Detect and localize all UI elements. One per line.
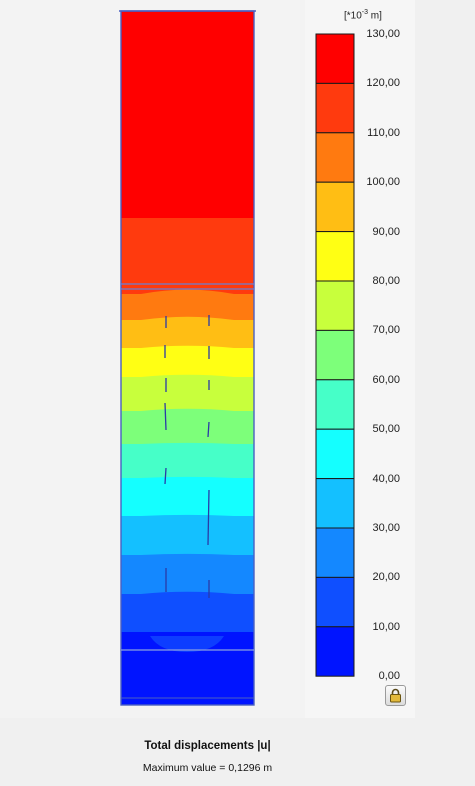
left-embedded-element: [164, 316, 167, 592]
legend-cell: [315, 33, 355, 84]
contour-band: [121, 555, 254, 594]
legend-cell: [315, 428, 355, 480]
contour-bump: [141, 345, 234, 348]
contour-bump: [141, 316, 234, 320]
legend-cell: [315, 181, 355, 233]
color-legend-bar: [315, 33, 355, 677]
result-footer: [0, 718, 475, 786]
legend-tick-label: 30,00: [372, 522, 400, 534]
contour-bump: [141, 514, 234, 516]
result-title: Total displacements |u|: [144, 740, 271, 752]
contour-bump: [150, 636, 224, 652]
legend-cell: [315, 379, 355, 430]
contour-band: [121, 294, 254, 320]
contour-bump: [141, 553, 234, 555]
contour-band: [121, 11, 254, 218]
contour-band: [121, 594, 254, 632]
legend-cell: [315, 478, 355, 529]
legend-cell: [315, 527, 355, 578]
contour-band: [121, 320, 254, 348]
contour-bump: [141, 374, 234, 377]
legend-tick-label: 60,00: [372, 373, 400, 386]
lock-icon: [390, 688, 401, 703]
legend-tick-label: 130,00: [366, 28, 400, 40]
side-strip: [415, 0, 475, 718]
contour-band: [121, 444, 254, 478]
max-value-label: Maximum value = 0,1296 m: [142, 762, 273, 774]
legend-tick-label: 10,00: [372, 620, 400, 633]
contour-band: [121, 411, 254, 444]
legend-tick-label: 20,00: [372, 571, 400, 584]
legend-tick-label: 50,00: [372, 423, 400, 436]
contour-band: [121, 218, 254, 286]
legend-tick-label: 90,00: [372, 225, 400, 238]
contour-bump: [141, 591, 234, 594]
contour-band: [121, 516, 254, 555]
contour-band: [121, 650, 254, 698]
legend-cell: [315, 576, 355, 628]
lock-legend-button[interactable]: [385, 685, 406, 706]
legend-tick-label: 110,00: [367, 126, 400, 139]
contour-band: [121, 377, 254, 411]
legend-cell: [315, 329, 355, 381]
contour-bump: [141, 408, 234, 411]
legend-unit-label: [*10-3 m]: [344, 9, 382, 22]
legend-tick-label: 80,00: [372, 275, 400, 287]
legend-cell: [315, 280, 355, 331]
legend-tick-label: 100,00: [366, 176, 400, 189]
legend-tick-label: 120,00: [366, 77, 400, 90]
legend-tick-label: 70,00: [372, 324, 400, 337]
legend-cell: [315, 132, 355, 183]
legend-cell: [315, 231, 355, 282]
contour-bump: [141, 442, 234, 444]
contour-bump: [141, 476, 234, 478]
legend-tick-label: 0,00: [378, 670, 400, 683]
legend-cell: [315, 82, 355, 134]
legend-cell: [315, 626, 355, 677]
legend-tick-label: 40,00: [372, 472, 400, 485]
displacement-contour-plot[interactable]: [0, 0, 305, 718]
contour-band: [121, 478, 254, 516]
contour-bump: [141, 289, 234, 294]
right-embedded-element: [207, 315, 210, 598]
contour-band: [121, 348, 254, 377]
